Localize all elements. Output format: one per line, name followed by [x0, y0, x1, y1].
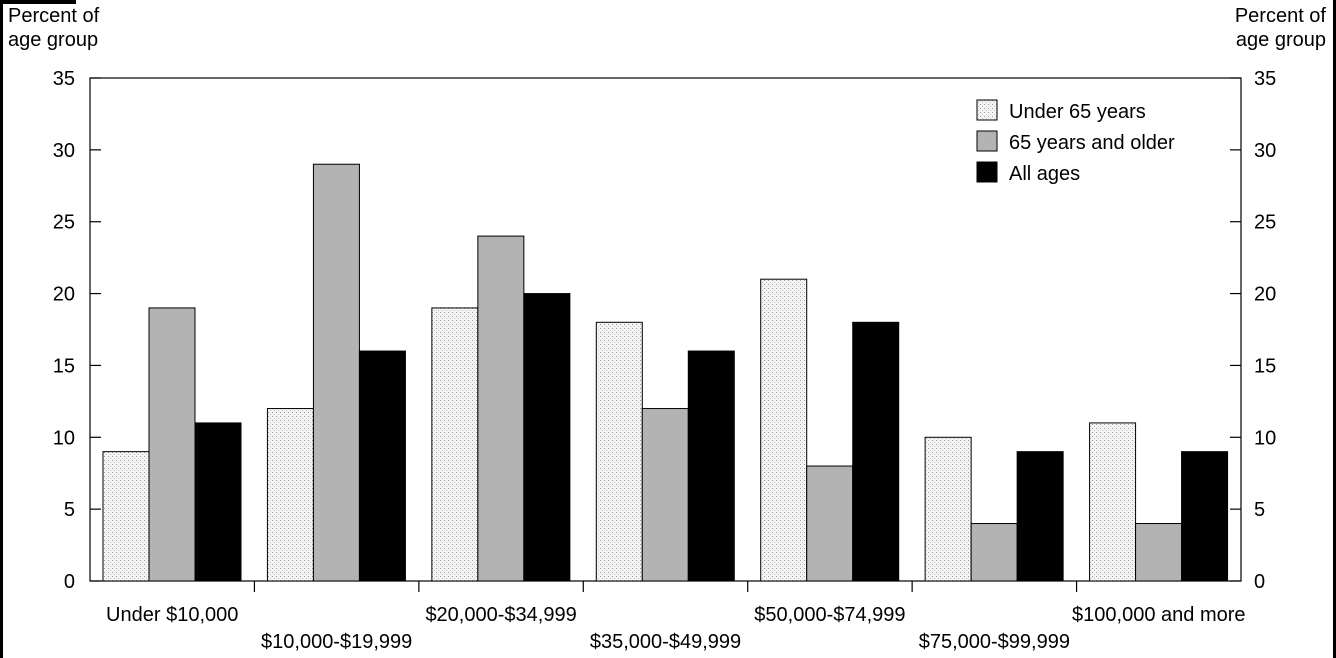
y-tick-label-right: 0	[1254, 571, 1265, 593]
legend-label: Under 65 years	[1009, 101, 1146, 123]
bar	[853, 322, 899, 581]
x-tick-label: $100,000 and more	[1072, 604, 1245, 626]
bar	[1182, 452, 1228, 581]
legend-swatch	[977, 131, 997, 151]
y-tick-label-left: 20	[53, 284, 75, 306]
y-tick-label-right: 10	[1254, 427, 1276, 449]
bar	[359, 351, 405, 581]
bar	[432, 308, 478, 581]
x-tick-label: Under $10,000	[106, 604, 238, 626]
legend-swatch	[977, 162, 997, 182]
y-tick-label-left: 30	[53, 140, 75, 162]
bar	[1017, 452, 1063, 581]
bar	[596, 322, 642, 581]
y-tick-label-right: 35	[1254, 68, 1276, 90]
y-tick-label-left: 35	[53, 68, 75, 90]
bar	[524, 294, 570, 581]
bar	[925, 437, 971, 581]
y-tick-label-left: 0	[64, 571, 75, 593]
bar	[478, 236, 524, 581]
bar	[761, 279, 807, 581]
x-tick-label: $10,000-$19,999	[261, 631, 412, 653]
bar	[103, 452, 149, 581]
bar	[1090, 423, 1136, 581]
y-tick-label-left: 5	[64, 499, 75, 521]
bar	[971, 524, 1017, 581]
y-tick-label-right: 25	[1254, 212, 1276, 234]
bar	[807, 466, 853, 581]
legend-swatch	[977, 100, 997, 120]
y-tick-label-right: 30	[1254, 140, 1276, 162]
y-tick-label-left: 15	[53, 355, 75, 377]
bar	[688, 351, 734, 581]
y-tick-label-right: 5	[1254, 499, 1265, 521]
bar	[642, 409, 688, 581]
x-tick-label: $75,000-$99,999	[919, 631, 1070, 653]
x-tick-label: $20,000-$34,999	[425, 604, 576, 626]
bar	[313, 164, 359, 581]
y-tick-label-right: 15	[1254, 355, 1276, 377]
bar	[1136, 524, 1182, 581]
bar	[149, 308, 195, 581]
y-tick-label-left: 10	[53, 427, 75, 449]
x-tick-label: $50,000-$74,999	[754, 604, 905, 626]
bar	[267, 409, 313, 581]
bar	[195, 423, 241, 581]
legend-label: All ages	[1009, 163, 1080, 185]
x-tick-label: $35,000-$49,999	[590, 631, 741, 653]
y-tick-label-left: 25	[53, 212, 75, 234]
y-tick-label-right: 20	[1254, 284, 1276, 306]
legend-label: 65 years and older	[1009, 132, 1175, 154]
